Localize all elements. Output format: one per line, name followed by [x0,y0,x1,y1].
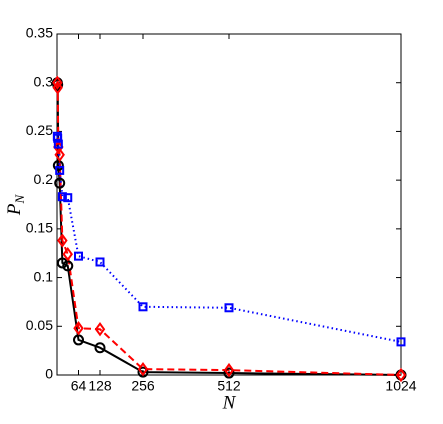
marker [74,251,83,261]
marker [52,80,63,95]
marker [57,192,67,202]
marker [62,246,73,262]
y-tick-label: 0 [45,366,53,382]
plot-area [56,33,402,376]
y-tick-label: 0.1 [34,268,54,284]
marker [94,342,106,354]
y-tick-label: 0.2 [34,171,54,187]
y-axis-label: PN [4,194,27,217]
marker [137,361,149,377]
x-tick-label: 64 [71,378,87,394]
marker [63,193,73,203]
series-line [56,82,402,376]
marker [223,362,235,378]
marker [224,303,234,313]
marker [54,147,65,163]
marker [94,322,106,337]
y-tick-label: 0.35 [26,25,53,41]
marker [95,257,105,267]
marker [52,75,63,90]
x-axis-label: N [222,392,237,413]
x-tick-label: 256 [131,378,155,394]
marker [53,133,63,143]
marker [396,337,406,347]
x-tick-label: 1024 [385,378,416,394]
marker [138,302,148,312]
y-tick-label: 0.3 [34,73,54,89]
x-tick-label: 512 [217,378,241,394]
y-axis-label-base: P [4,203,25,216]
y-axis-label-sub: N [12,194,27,205]
marker [223,367,235,379]
marker [395,367,407,383]
marker [52,160,64,172]
y-tick-label: 0.15 [26,220,53,236]
marker [54,177,66,189]
x-tick-label: 128 [88,378,112,394]
marker [55,165,65,175]
marker [137,366,149,378]
y-tick-label: 0.05 [26,317,53,333]
marker [53,139,63,149]
y-tick-label: 0.25 [26,122,53,138]
marker [57,233,68,248]
marker [56,257,68,269]
marker [73,321,84,336]
